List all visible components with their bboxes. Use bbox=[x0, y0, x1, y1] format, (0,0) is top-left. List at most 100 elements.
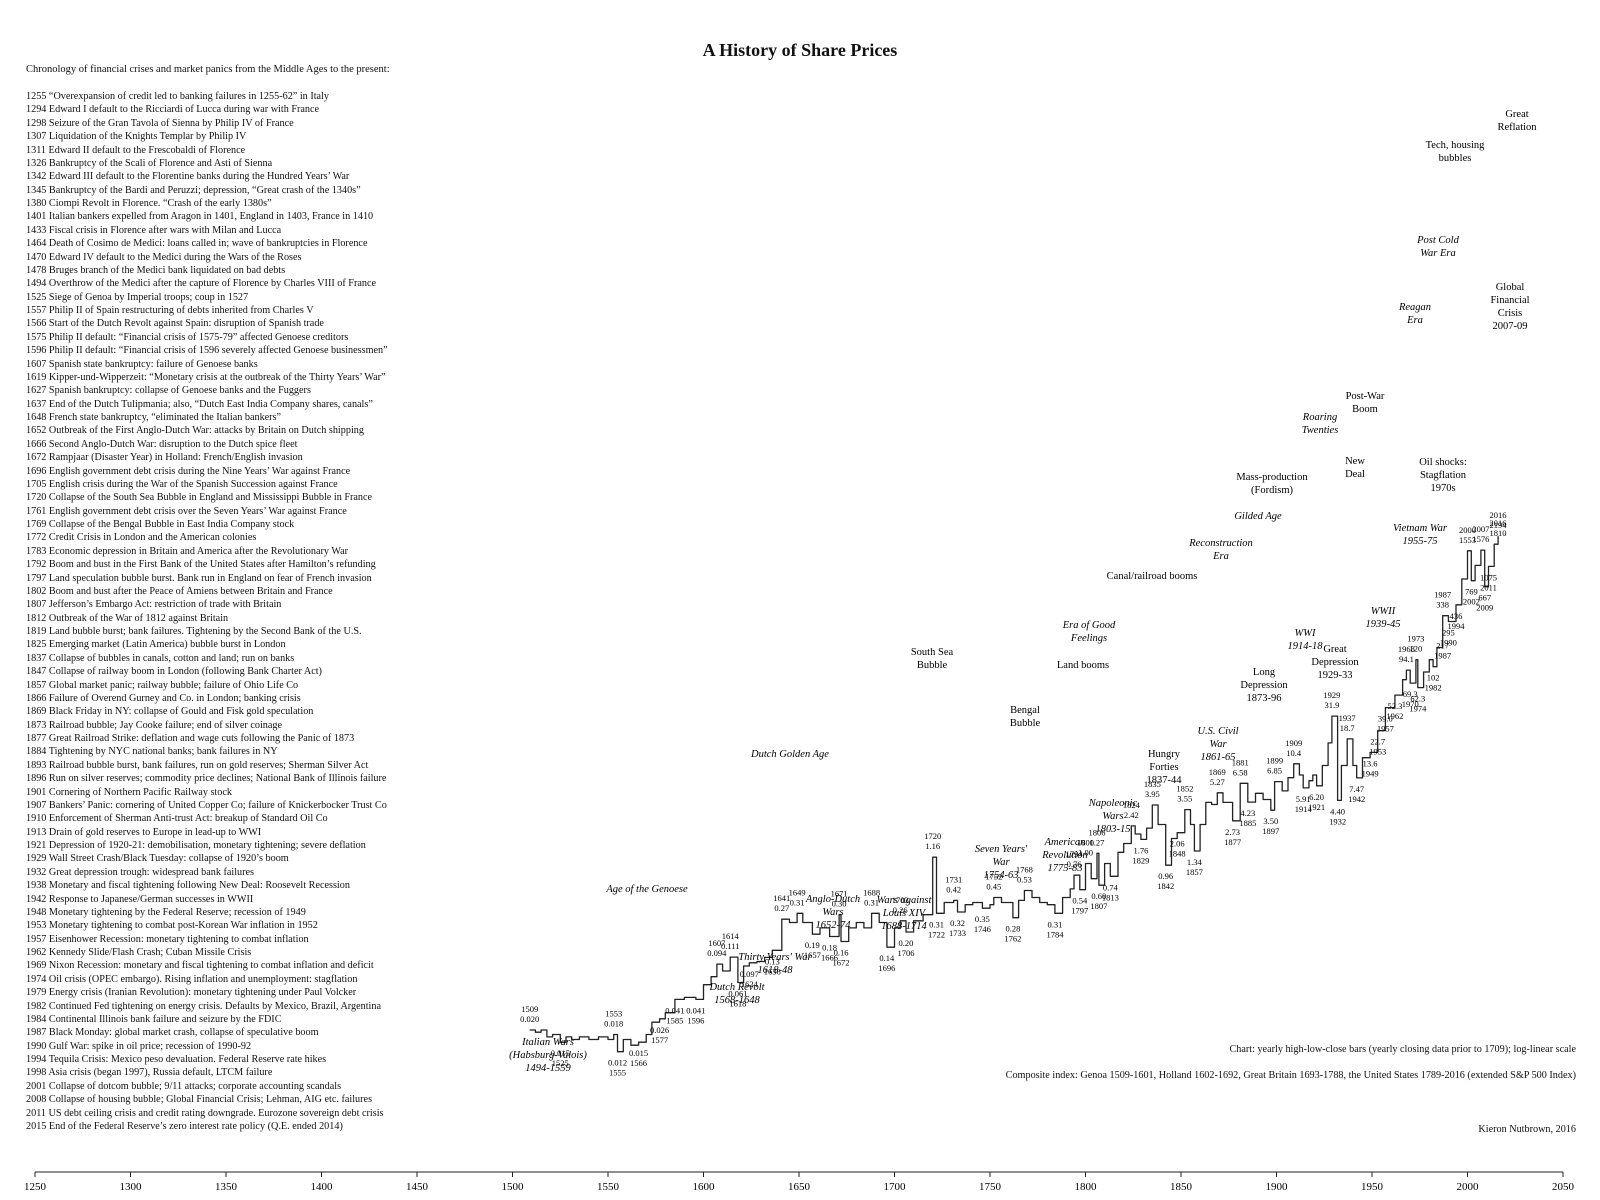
crisis-event: 1994 Tequila Crisis: Mexico peso devalua… bbox=[26, 1054, 327, 1065]
era-label-line: (Habsburg-Valois) bbox=[509, 1050, 587, 1061]
era-label-line: Bengal bbox=[1010, 705, 1040, 716]
price-label-date: 1824 bbox=[1123, 800, 1141, 810]
price-label-date: 0.041 bbox=[665, 1005, 684, 1015]
price-label-value: 2194 bbox=[1490, 520, 1508, 530]
era-label-line: Mass-production bbox=[1236, 472, 1308, 483]
era-label: Reconstruction Era bbox=[1188, 538, 1253, 562]
price-label-date: 52.3 bbox=[1387, 701, 1402, 711]
price-label-value: 1932 bbox=[1329, 816, 1346, 826]
price-label-date: 0.16 bbox=[834, 947, 849, 957]
price-label-value: 1829 bbox=[1132, 855, 1149, 865]
price-label-date: 2.73 bbox=[1225, 827, 1240, 837]
price-label-date: 0.28 bbox=[1005, 924, 1020, 934]
price-label-value: 1949 bbox=[1362, 768, 1379, 778]
era-label-line: Gilded Age bbox=[1234, 511, 1282, 522]
era-label-line: Roaring bbox=[1302, 412, 1337, 423]
crisis-event: 1705 English crisis during the War of th… bbox=[26, 478, 338, 490]
price-label-value: 1848 bbox=[1169, 849, 1186, 859]
price-label-value: 1897 bbox=[1262, 826, 1279, 836]
crisis-event: 1921 Depression of 1920-21: demobilisati… bbox=[26, 840, 366, 851]
crisis-event: 1807 Jefferson’s Embargo Act: restrictio… bbox=[26, 599, 282, 611]
crisis-event: 1761 English government debt crisis over… bbox=[26, 505, 347, 517]
crisis-event: 2001 Collapse of dotcom bubble; 9/11 att… bbox=[26, 1080, 342, 1092]
era-label-line: 1914-18 bbox=[1288, 641, 1324, 652]
crisis-event: 1938 Monetary and fiscal tightening foll… bbox=[26, 880, 350, 892]
era-label: WWII 1939-45 bbox=[1366, 606, 1401, 630]
era-label-line: WWI bbox=[1295, 628, 1316, 639]
era-label-line: (Fordism) bbox=[1251, 485, 1294, 496]
price-label-value: 1666 bbox=[821, 952, 838, 962]
price-label-value: 1577 bbox=[651, 1035, 668, 1045]
x-tick-label: 1700 bbox=[884, 1181, 907, 1193]
price-label-value: 6.58 bbox=[1233, 767, 1248, 777]
price-label-value: 1746 bbox=[974, 924, 991, 934]
crisis-event: 1772 Credit Crisis in London and the Ame… bbox=[26, 532, 257, 544]
price-label-value: 0.42 bbox=[946, 884, 961, 894]
price-label-date: 0.061 bbox=[728, 989, 747, 999]
price-label-date: 1641 bbox=[773, 893, 790, 903]
era-label-line: Dutch Golden Age bbox=[750, 749, 829, 760]
price-label-date: 1881 bbox=[1232, 757, 1249, 767]
era-label-line: Depression bbox=[1240, 680, 1288, 691]
price-label-value: 1970 bbox=[1402, 699, 1419, 709]
era-label-line: Oil shocks: bbox=[1419, 457, 1467, 468]
price-label-date: 1607 bbox=[708, 938, 725, 948]
era-label: Post Cold War Era bbox=[1416, 235, 1459, 259]
era-label-line: Anglo-Dutch bbox=[805, 894, 860, 905]
crisis-event: 1802 Boom and bust after the Peace of Am… bbox=[26, 585, 333, 597]
era-label: Italian Wars (Habsburg-Valois) 1494-1559 bbox=[509, 1037, 587, 1074]
crisis-event: 1957 Eisenhower Recession: monetary tigh… bbox=[26, 933, 309, 945]
era-label: Thirty Years' War 1618-48 bbox=[738, 952, 812, 976]
crisis-event: 1990 Gulf War: spike in oil price; reces… bbox=[26, 1040, 252, 1052]
crisis-event: 1866 Failure of Overend Gurney and Co. i… bbox=[26, 692, 301, 704]
era-label-line: Long bbox=[1253, 667, 1276, 678]
price-label-value: 1857 bbox=[1186, 867, 1203, 877]
price-series-line bbox=[529, 536, 1499, 1053]
era-label-line: WWII bbox=[1371, 606, 1396, 617]
price-label-value: 2011 bbox=[1480, 582, 1497, 592]
crisis-event: 1884 Tightening by NYC national banks; b… bbox=[26, 746, 278, 758]
price-label-value: 1914 bbox=[1295, 804, 1313, 814]
price-label-date: 1509 bbox=[521, 1004, 538, 1014]
era-label-line: Louis XIV bbox=[882, 908, 927, 919]
era-label: New Deal bbox=[1345, 456, 1365, 480]
price-label-date: 1987 bbox=[1434, 590, 1451, 600]
era-label-line: Financial bbox=[1490, 295, 1529, 306]
crisis-event: 1783 Economic depression in Britain and … bbox=[26, 545, 349, 557]
price-label-date: 13.6 bbox=[1363, 758, 1378, 768]
crisis-event: 1696 English government debt crisis duri… bbox=[26, 465, 351, 477]
era-label: Global Financial Crisis 2007-09 bbox=[1490, 282, 1529, 332]
price-label-value: 0.111 bbox=[721, 941, 740, 951]
price-label-date: 4.23 bbox=[1240, 808, 1255, 818]
x-tick-label: 1900 bbox=[1266, 1181, 1289, 1193]
price-label-date: 1968 bbox=[1398, 644, 1415, 654]
era-label-line: Post Cold bbox=[1416, 235, 1459, 246]
era-label: Hungry Forties 1837-44 bbox=[1147, 749, 1183, 786]
price-label-date: 0.19 bbox=[805, 940, 820, 950]
price-label-value: 1722 bbox=[928, 929, 945, 939]
price-label-date: 0.012 bbox=[608, 1058, 627, 1068]
price-label-date: 5.91 bbox=[1296, 794, 1311, 804]
price-label-date: 1794 bbox=[1066, 849, 1084, 859]
price-label-date: 0.32 bbox=[950, 918, 965, 928]
era-label: Land booms bbox=[1057, 660, 1109, 671]
x-tick-label: 1950 bbox=[1361, 1181, 1384, 1193]
